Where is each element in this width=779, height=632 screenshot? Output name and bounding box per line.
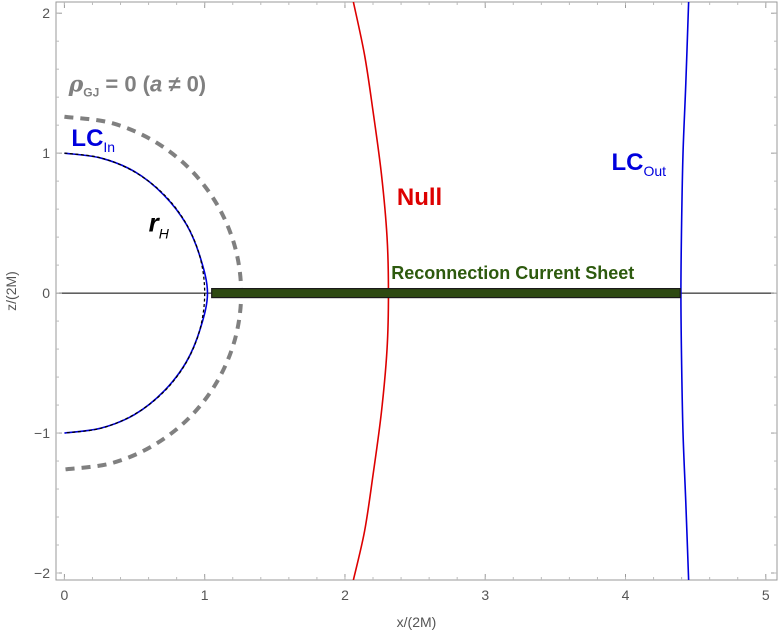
rho-equals: = 0 ( bbox=[99, 72, 150, 97]
lc-in-main: LC bbox=[71, 125, 103, 152]
lc-in-label: LCIn bbox=[71, 125, 115, 155]
curve-lc-out bbox=[680, 2, 690, 580]
x-tick-label: 2 bbox=[341, 587, 349, 603]
current-sheet-label: Reconnection Current Sheet bbox=[391, 263, 634, 283]
annotations: ρGJ = 0 (a ≠ 0)LCInrHNullLCOutReconnecti… bbox=[68, 72, 667, 284]
lc-out-main: LC bbox=[611, 149, 643, 176]
y-tick-label: −2 bbox=[34, 565, 50, 581]
rho-subscript: GJ bbox=[83, 86, 99, 100]
r-h-subscript: H bbox=[159, 226, 170, 242]
lc-in-subscript: In bbox=[103, 139, 115, 155]
lc-out-label: LCOut bbox=[611, 149, 666, 179]
y-axis-title: z/(2M) bbox=[3, 271, 19, 311]
rho-gj-label: ρGJ = 0 (a ≠ 0) bbox=[68, 72, 207, 100]
plot-frame bbox=[55, 1, 778, 581]
r-h-main: r bbox=[149, 208, 161, 238]
rho-symbol: ρ bbox=[68, 72, 84, 98]
x-tick-label: 5 bbox=[762, 587, 770, 603]
null-label: Null bbox=[397, 184, 442, 211]
rho-tail: ≠ 0) bbox=[162, 72, 206, 97]
curve-horizon bbox=[64, 152, 206, 434]
lc-out-subscript: Out bbox=[643, 163, 666, 179]
current-sheet-bar bbox=[211, 287, 681, 299]
y-tick-label: 1 bbox=[42, 145, 50, 161]
rho-a-symbol: a bbox=[150, 72, 162, 97]
x-axis-title: x/(2M) bbox=[397, 614, 437, 630]
x-tick-label: 0 bbox=[61, 587, 69, 603]
y-tick-label: −1 bbox=[34, 425, 50, 441]
x-tick-label: 4 bbox=[622, 587, 630, 603]
x-tick-label: 1 bbox=[201, 587, 209, 603]
r-h-label: rH bbox=[149, 208, 170, 242]
y-tick-label: 0 bbox=[42, 285, 50, 301]
y-tick-label: 2 bbox=[42, 5, 50, 21]
x-tick-label: 3 bbox=[481, 587, 489, 603]
reconnection-current-sheet bbox=[211, 287, 681, 299]
